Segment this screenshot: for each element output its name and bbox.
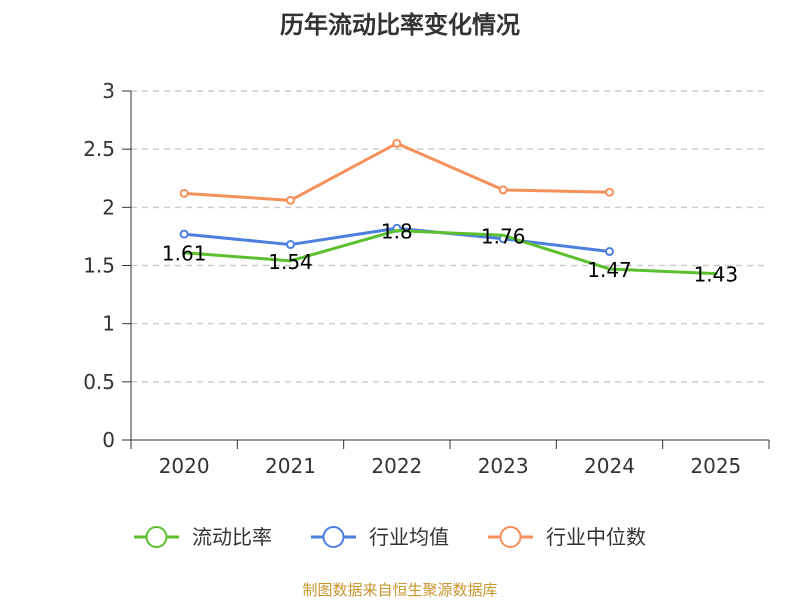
data-label: 1.54 (268, 250, 313, 274)
legend-marker (499, 526, 522, 548)
legend-item: 流动比率 (134, 525, 272, 549)
legend-marker (322, 526, 345, 548)
data-label: 1.8 (381, 220, 413, 244)
data-point (179, 188, 189, 198)
series-group (179, 138, 718, 276)
x-tick-label: 2021 (265, 454, 316, 478)
x-tick-label: 2025 (690, 454, 741, 478)
data-point (605, 247, 614, 257)
y-tick-label: 2.5 (83, 137, 115, 161)
legend: 流动比率 行业均值 行业中位数 (134, 525, 646, 549)
data-point (392, 138, 402, 148)
x-tick-label: 2020 (159, 454, 210, 478)
legend-item: 行业中位数 (488, 525, 646, 549)
chart-title: 历年流动比率变化情况 (280, 11, 520, 39)
x-tick-label: 2023 (478, 454, 529, 478)
axes (122, 90, 770, 449)
y-tick-label: 2 (102, 195, 115, 219)
data-labels: 1.61 1.54 1.8 1.76 1.47 1.43 (162, 220, 738, 287)
x-tick-label: 2022 (371, 454, 422, 478)
y-tick-label: 1 (102, 312, 115, 336)
data-label: 1.76 (481, 224, 526, 248)
data-point (179, 229, 189, 239)
legend-marker (145, 526, 168, 548)
legend-item: 行业均值 (311, 525, 449, 549)
x-tick-label: 2024 (584, 454, 635, 478)
y-tick-label: 0 (102, 428, 115, 452)
data-point (498, 185, 508, 195)
data-label: 1.43 (694, 263, 739, 287)
y-tick-label: 1.5 (83, 254, 115, 278)
series-line-0 (182, 229, 718, 276)
source-note: 制图数据来自恒生聚源数据库 (302, 581, 497, 599)
data-label: 1.47 (587, 258, 632, 282)
tick-labels: 0 0.5 1 1.5 2 2.5 3 2020 2021 2022 2023 2024 2025 (83, 79, 741, 478)
legend-label: 流动比率 (192, 525, 272, 549)
legend-label: 行业均值 (369, 525, 449, 549)
series-line-2 (182, 141, 611, 202)
y-tick-label: 0.5 (83, 370, 115, 394)
data-point (286, 195, 295, 205)
data-label: 1.61 (162, 242, 207, 266)
data-point (286, 240, 295, 250)
y-tick-label: 3 (102, 79, 115, 103)
legend-label: 行业中位数 (546, 525, 646, 549)
grid (131, 90, 769, 383)
data-point (605, 187, 614, 197)
